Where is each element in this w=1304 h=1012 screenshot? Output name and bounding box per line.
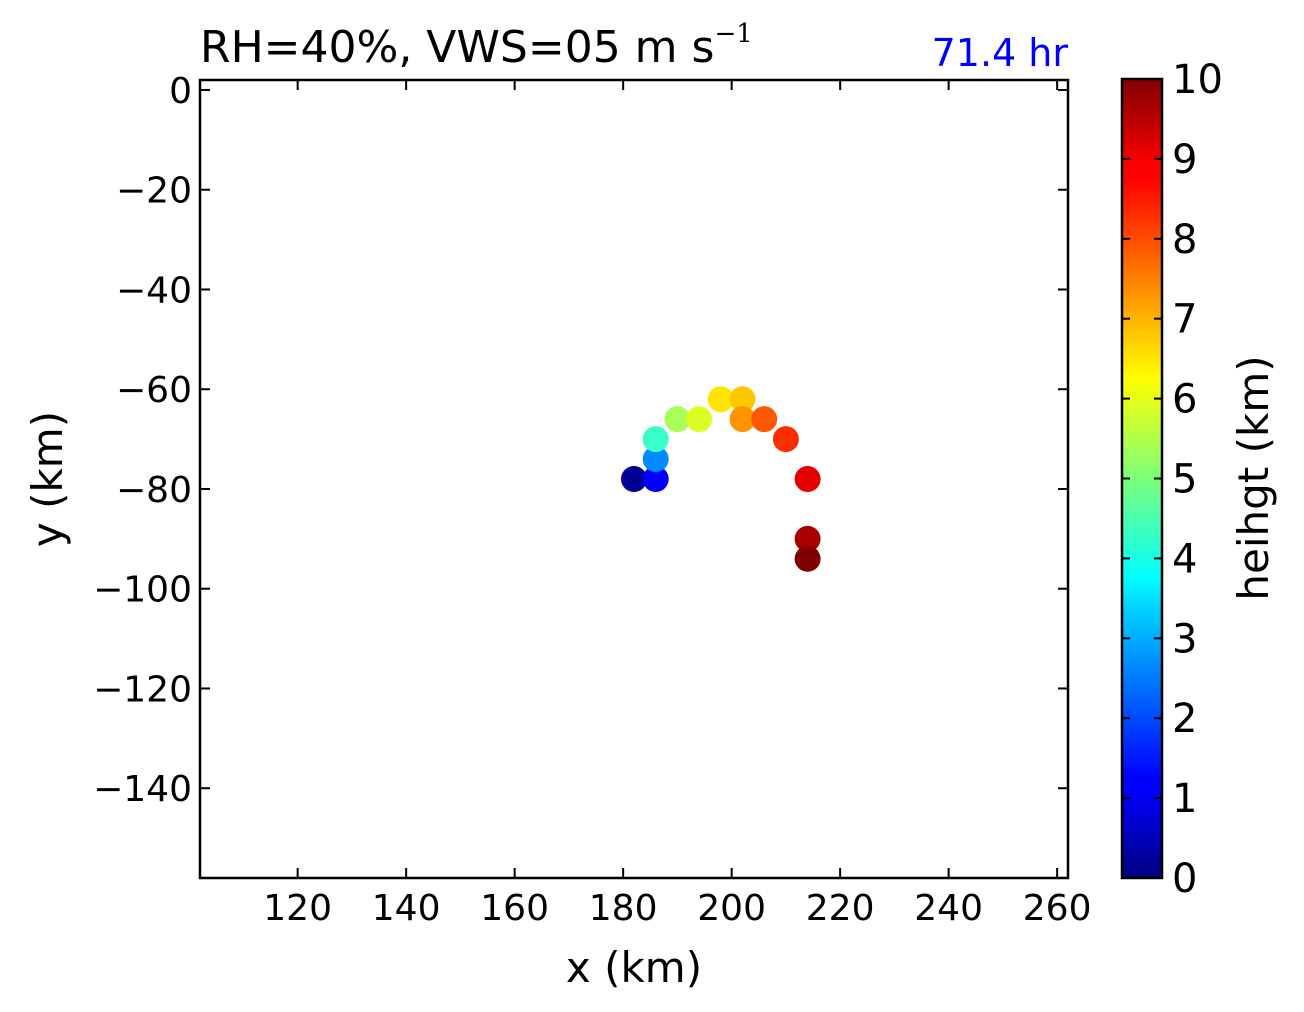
- y-axis-label: y (km): [23, 411, 72, 547]
- colorbar-tick-label: 2: [1172, 696, 1197, 742]
- colorbar-tick-label: 1: [1172, 776, 1197, 822]
- colorbar-tick-label: 5: [1172, 457, 1197, 503]
- data-point: [751, 406, 778, 433]
- y-tick-label: −60: [116, 370, 192, 411]
- x-tick-label: 260: [1023, 888, 1092, 929]
- chart-title-text: RH=40%, VWS=05 m s: [200, 22, 714, 73]
- y-axis-ticks: 0 −20 −40 −60 −80 −100 −120 −140: [93, 71, 1068, 810]
- x-tick-label: 120: [263, 888, 332, 929]
- chart-title: RH=40%, VWS=05 m s−1: [200, 19, 753, 73]
- data-point: [664, 406, 691, 433]
- colorbar-ticks: 0 1 2 3 4 5 6 7 8 9 10: [1122, 57, 1223, 902]
- y-tick-label: 0: [169, 71, 192, 112]
- colorbar-label: heihgt (km): [1229, 355, 1278, 600]
- colorbar-tick-label: 0: [1172, 856, 1197, 902]
- data-point: [642, 446, 669, 473]
- data-point: [729, 386, 756, 413]
- colorbar-tick-label: 7: [1172, 297, 1197, 343]
- y-tick-label: −100: [93, 570, 192, 611]
- data-point: [794, 545, 821, 572]
- x-tick-label: 200: [697, 888, 766, 929]
- data-points: [621, 386, 821, 572]
- data-point: [794, 466, 821, 492]
- colorbar-tick-label: 10: [1172, 57, 1223, 103]
- data-point: [707, 386, 734, 413]
- data-point: [642, 426, 669, 453]
- y-tick-label: −80: [116, 470, 192, 511]
- data-point: [794, 525, 821, 552]
- colorbar-tick-label: 3: [1172, 616, 1197, 662]
- x-tick-label: 240: [914, 888, 983, 929]
- x-tick-label: 180: [589, 888, 658, 929]
- colorbar-tick-label: 8: [1172, 217, 1197, 263]
- x-axis-label: x (km): [566, 943, 702, 992]
- plot-area: 120 140 160 180 200 220 240 260 0 −20 −40 −60 −80 −1…: [93, 71, 1091, 929]
- y-tick-label: −120: [93, 669, 192, 710]
- y-tick-label: −140: [93, 769, 192, 810]
- x-tick-label: 220: [806, 888, 875, 929]
- colorbar-tick-label: 6: [1172, 377, 1197, 423]
- colorbar-tick-label: 4: [1172, 536, 1197, 582]
- x-tick-label: 140: [372, 888, 441, 929]
- x-axis-ticks: 120 140 160 180 200 220 240 260: [263, 80, 1092, 929]
- colorbar-tick-label: 9: [1172, 137, 1197, 183]
- time-label: 71.4 hr: [932, 31, 1069, 75]
- data-point: [729, 406, 756, 433]
- data-point: [686, 406, 713, 433]
- y-tick-label: −40: [116, 270, 192, 311]
- data-point: [621, 466, 647, 492]
- colorbar: 0 1 2 3 4 5 6 7 8 9 10 heihgt (km): [1120, 57, 1278, 902]
- chart-title-exponent: −1: [714, 19, 752, 49]
- data-point: [642, 466, 669, 492]
- data-point: [772, 426, 799, 453]
- x-tick-label: 160: [480, 888, 549, 929]
- y-tick-label: −20: [116, 171, 192, 212]
